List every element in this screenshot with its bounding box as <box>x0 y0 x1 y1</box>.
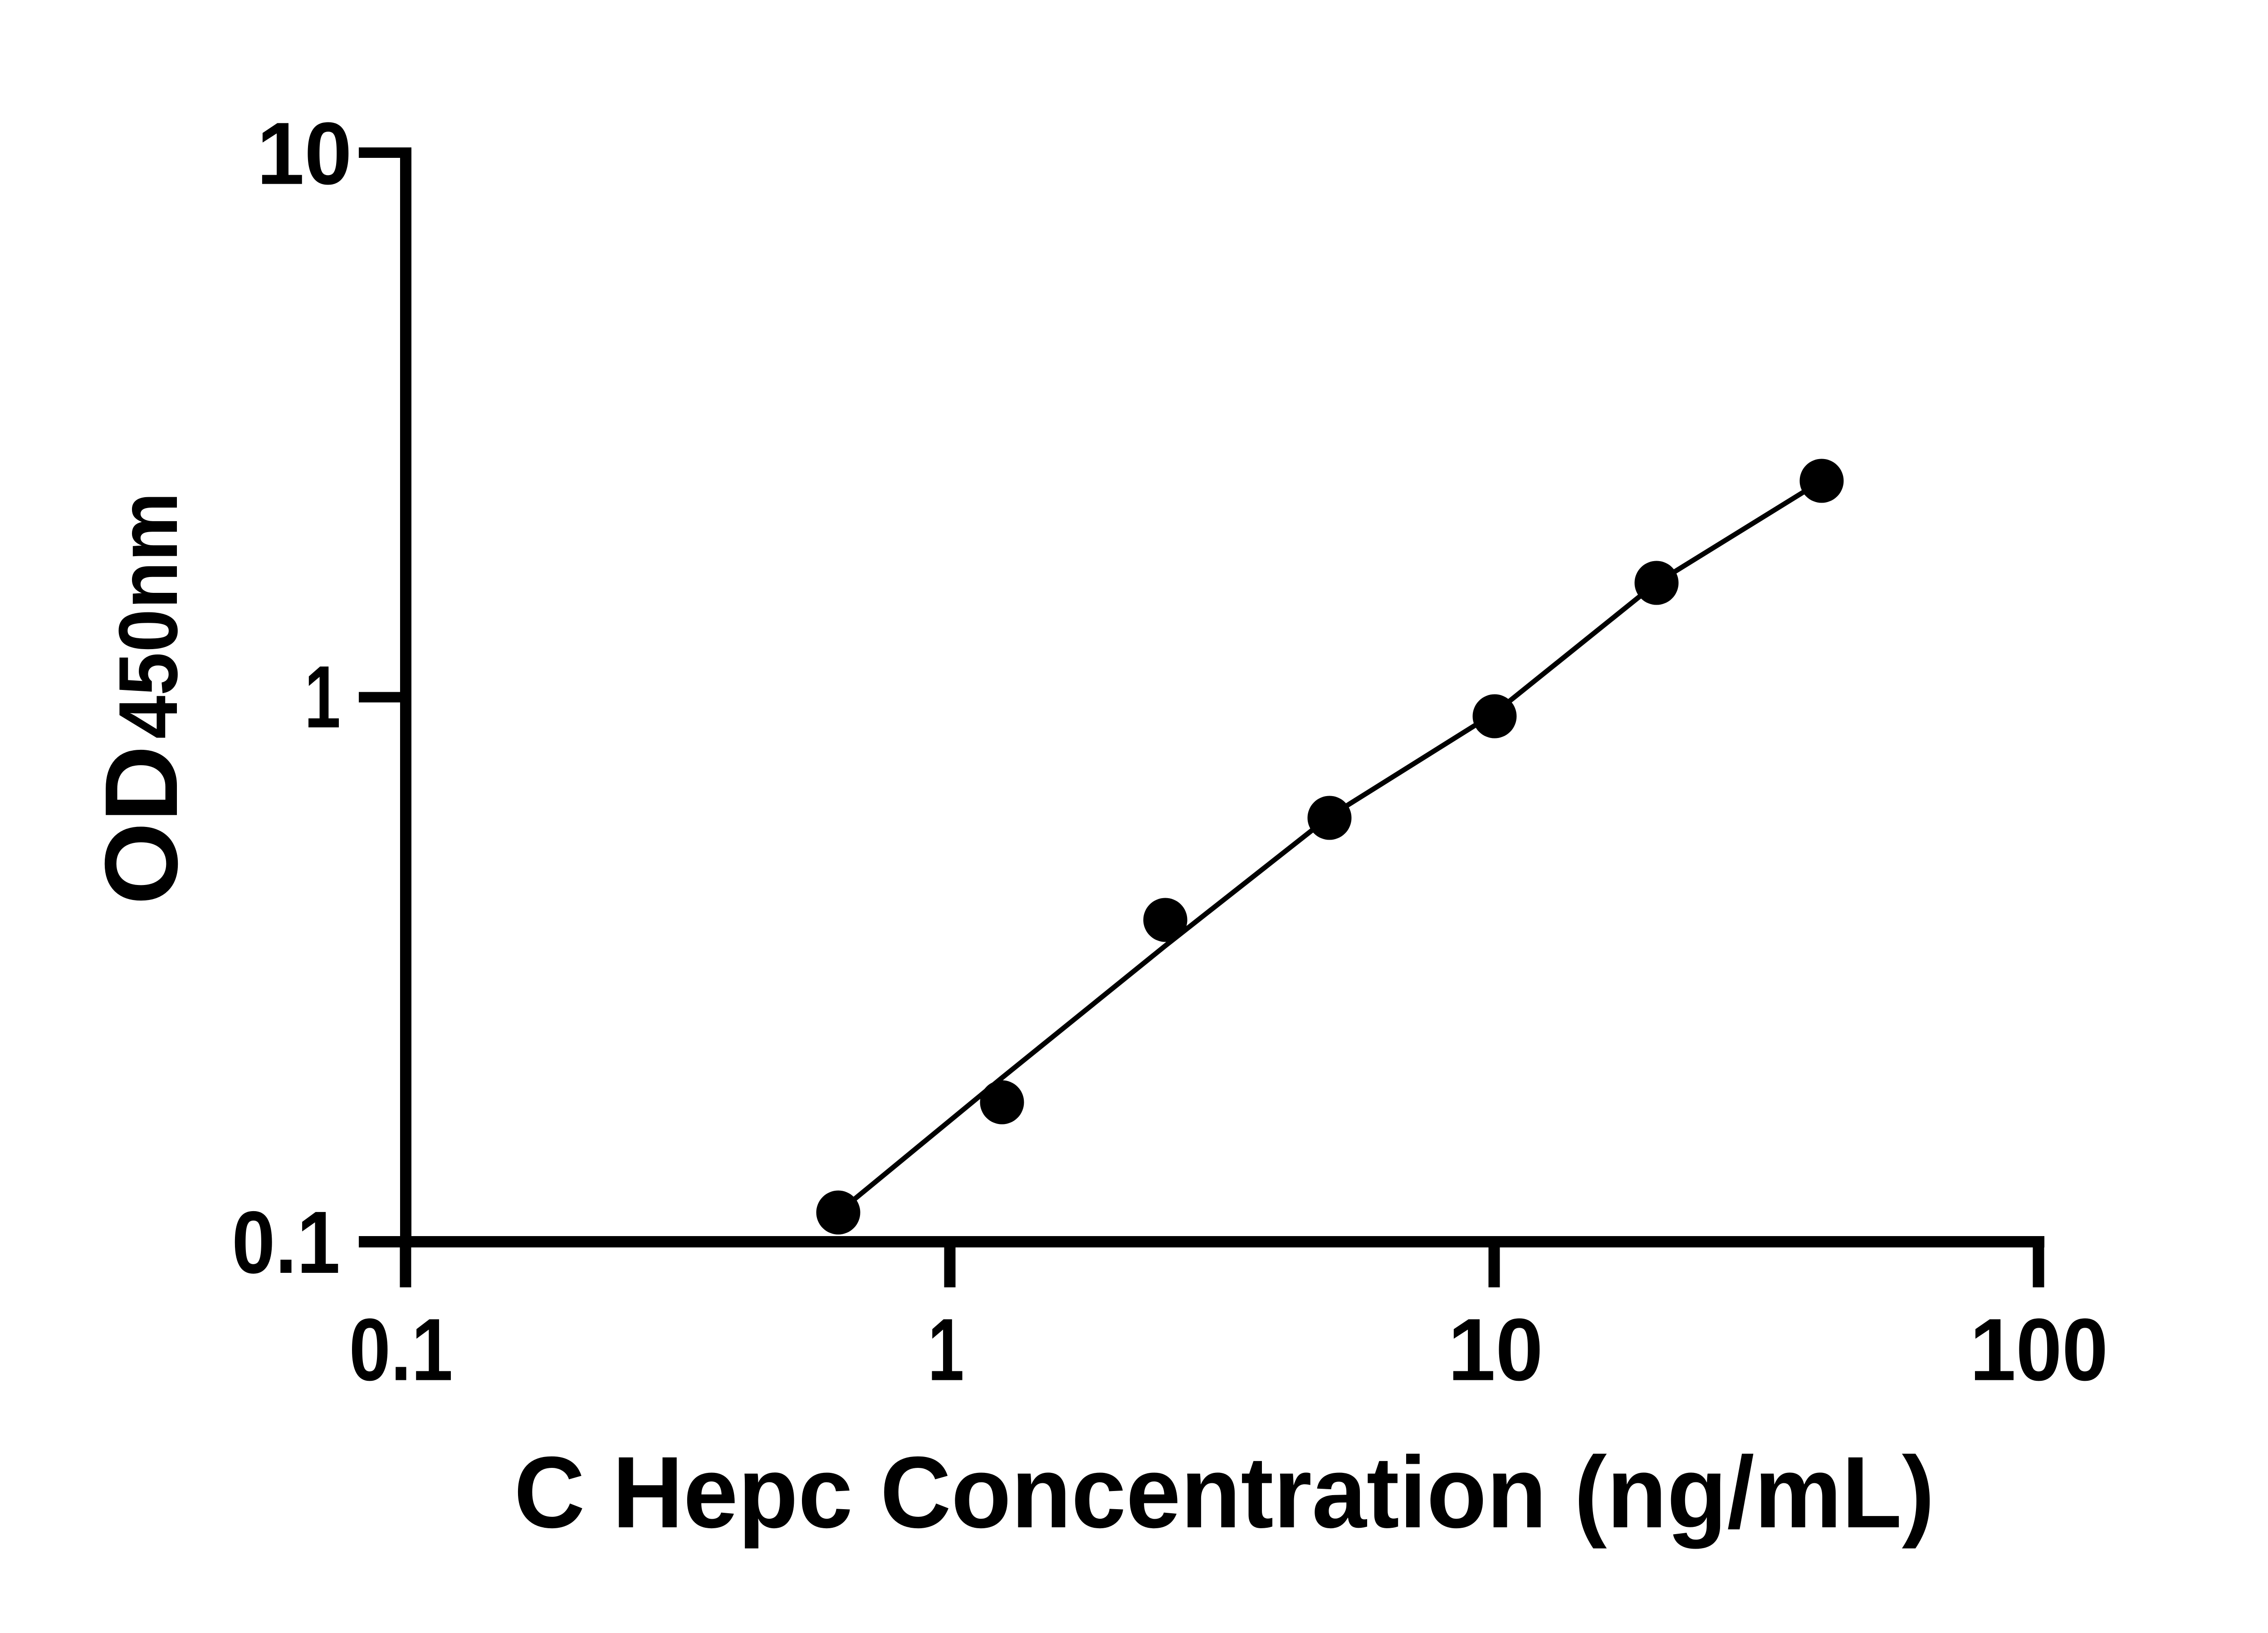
svg-text:C Hepc Concentration (ng/mL): C Hepc Concentration (ng/mL) <box>514 1436 1935 1549</box>
svg-text:10: 10 <box>1448 1301 1543 1399</box>
svg-text:0.1: 0.1 <box>349 1301 453 1399</box>
svg-text:OD450nm: OD450nm <box>84 492 199 905</box>
svg-text:10: 10 <box>257 104 352 203</box>
svg-text:0.1: 0.1 <box>232 1193 340 1292</box>
svg-text:1: 1 <box>928 1301 964 1399</box>
svg-text:100: 100 <box>1970 1301 2108 1399</box>
svg-text:1: 1 <box>304 648 341 747</box>
